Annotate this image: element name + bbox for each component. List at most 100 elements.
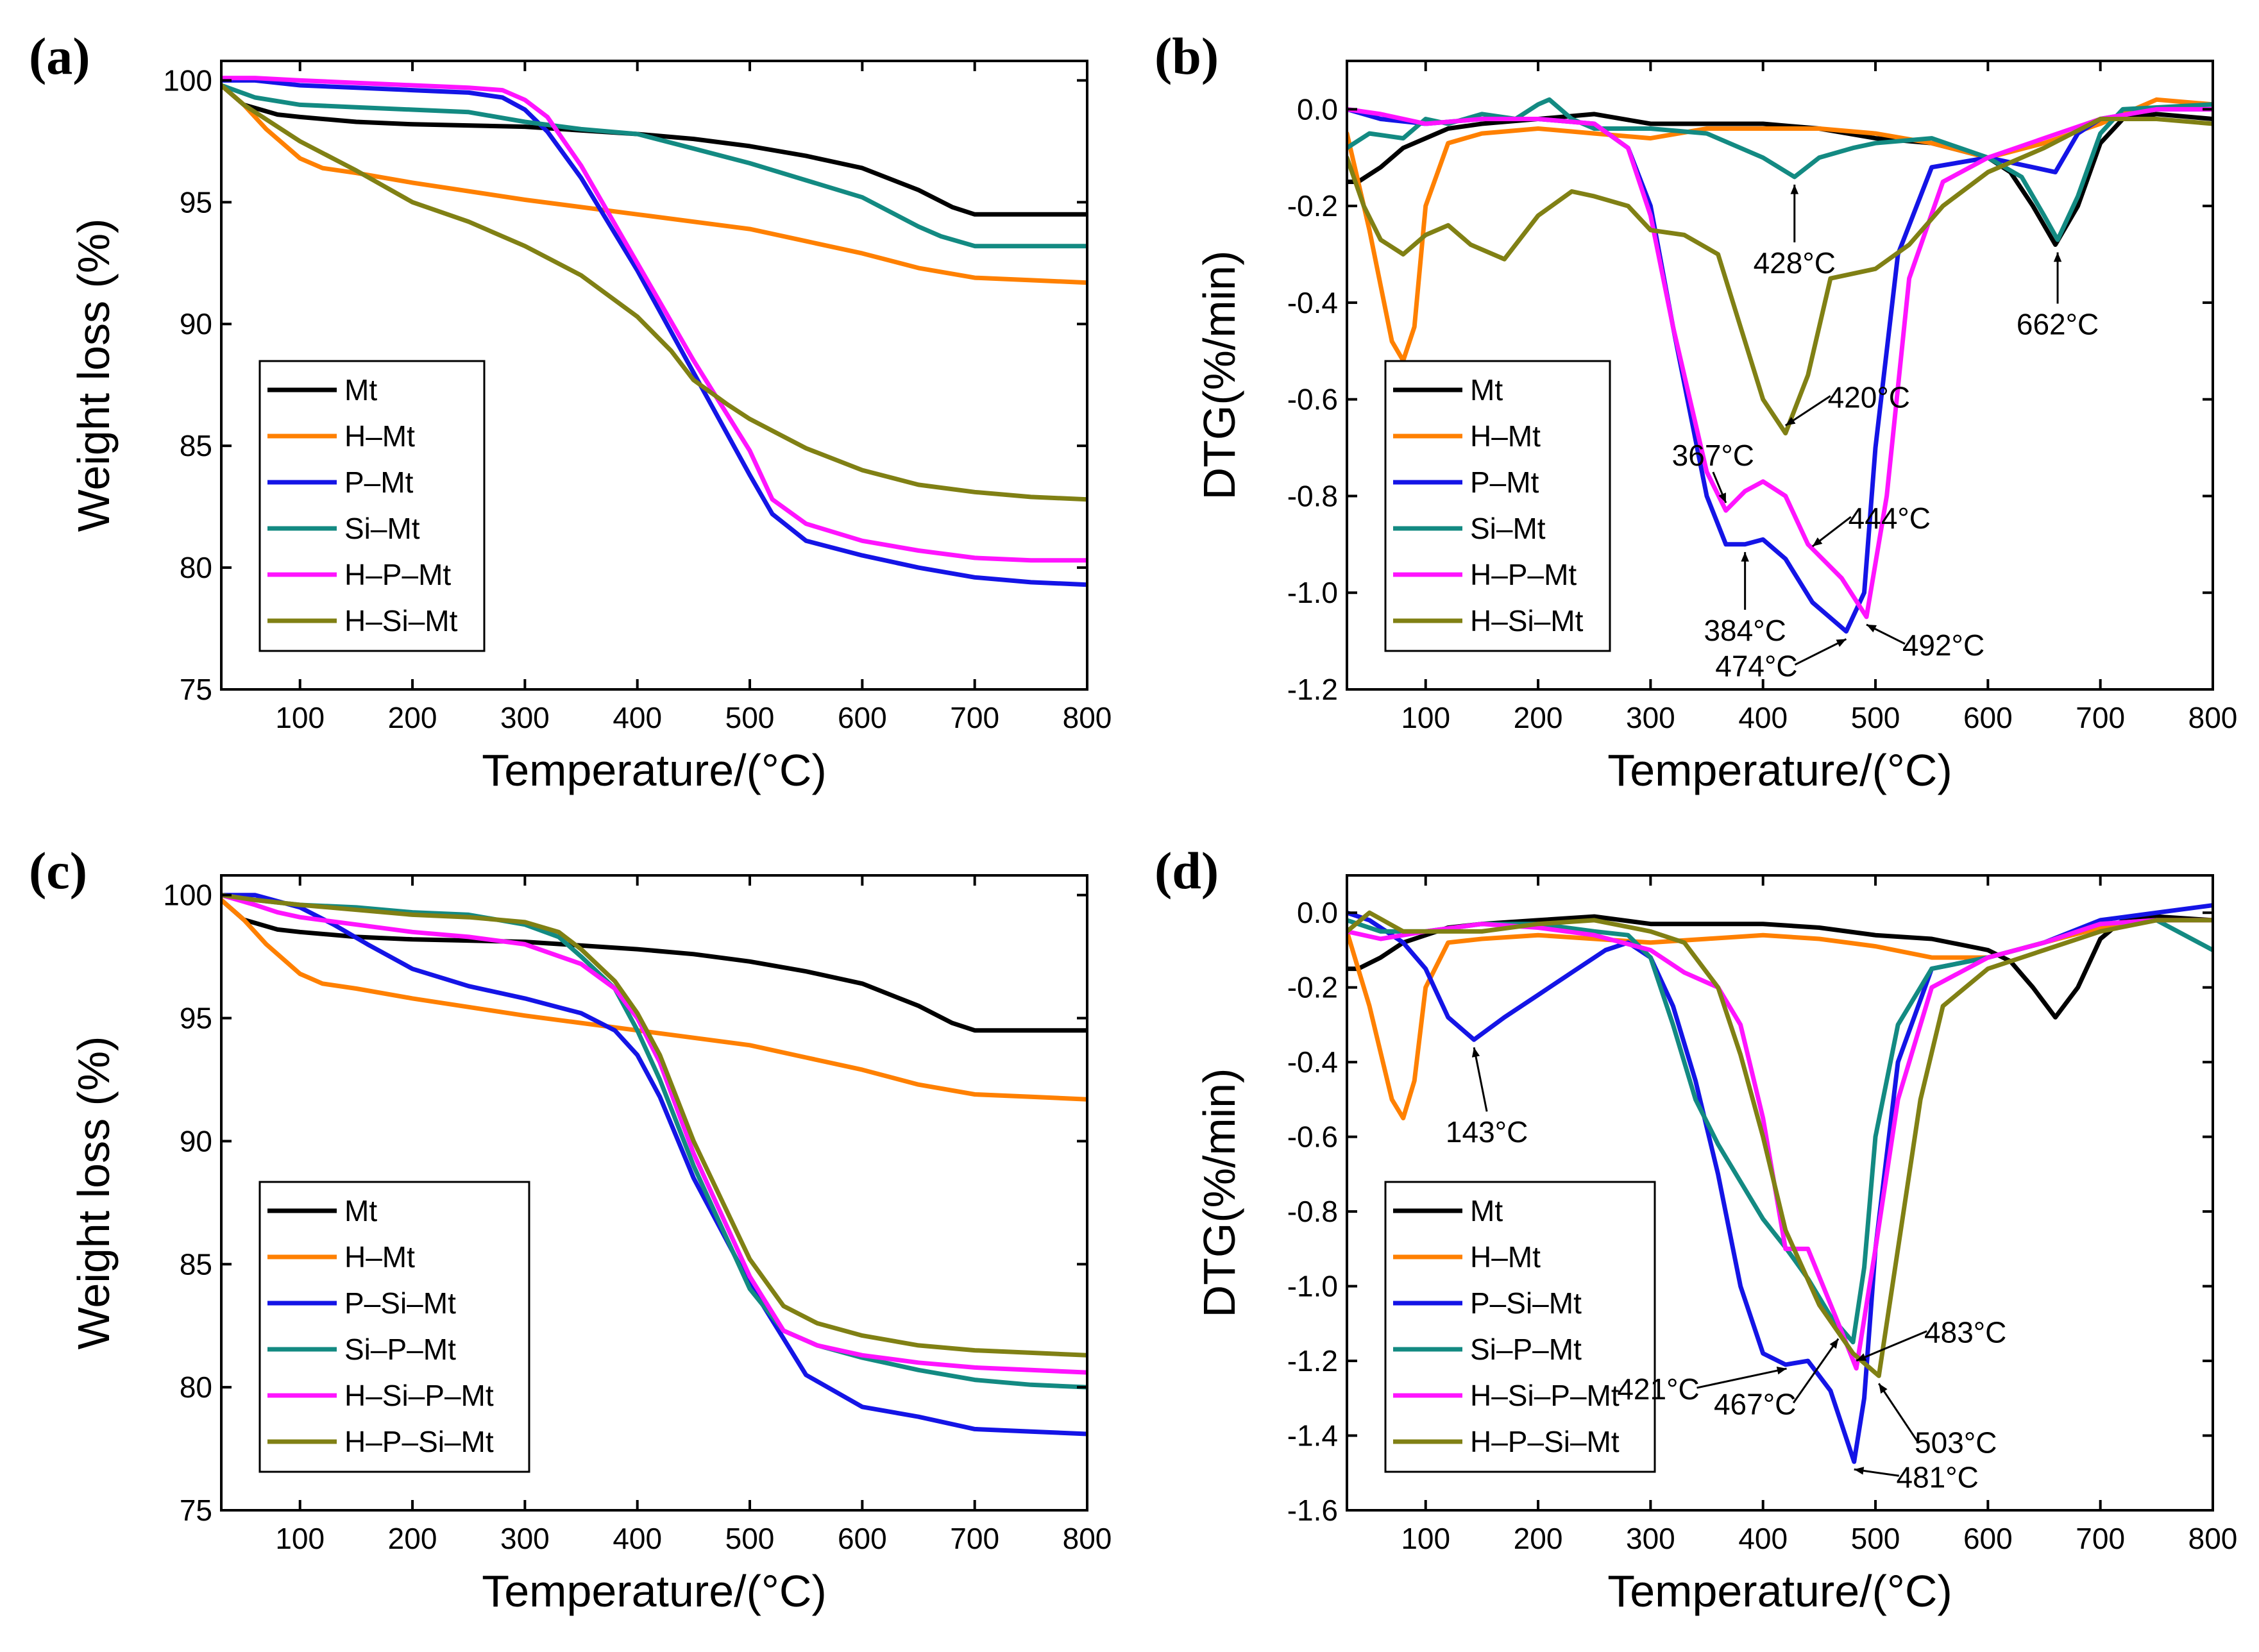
annotation-arrowhead [1790,184,1799,194]
legend-entry-p-si-mt: P–Si–Mt [1470,1286,1582,1320]
x-tick-label: 300 [500,1522,550,1555]
y-tick-label: -1.0 [1287,1270,1338,1303]
y-tick-label: -0.4 [1287,1045,1338,1079]
x-tick-label: 400 [1738,701,1788,734]
annotation-arrowhead [2053,252,2062,262]
legend-entry-si-mt: Si–Mt [344,512,420,545]
annotation-arrowhead [1776,1367,1787,1375]
x-tick-label: 100 [275,1522,325,1555]
y-axis-title: DTG(%/min) [1194,1068,1244,1318]
annotation-474c: 474°C [1715,638,1847,683]
annotation-label: 503°C [1915,1426,1997,1459]
plot-frame [1346,874,2214,1512]
y-tick-label: 90 [180,307,212,341]
y-tick-label: 0.0 [1297,92,1338,126]
series-line-si-mt [221,83,1087,249]
annotation-481c: 481°C [1854,1460,1979,1494]
annotation-arrowhead [1812,537,1823,546]
y-tick-label: 80 [180,1370,212,1404]
legend-entry-h-p-mt: H–P–Mt [1470,558,1577,591]
legend-entry-h-p-si-mt: H–P–Si–Mt [1470,1425,1620,1458]
legend: Mt H–Mt P–Si–Mt Si–P–Mt H–Si–P–Mt H–P–Si–Mt [258,1181,530,1473]
panel-c: 100 200 300 400 500 600 700 800 75 80 85 90 95 100 Tem… [29,841,1112,1616]
series-line-h-si-p-mt [221,893,1087,1375]
y-tick-label: -1.2 [1287,673,1338,706]
x-axis-title: Temperature/(°C) [482,1566,827,1616]
annotation-420c: 420°C [1784,380,1910,426]
y-tick-label: -1.4 [1287,1419,1338,1453]
series-line-h-p-si-mt [221,893,1087,1358]
legend-entry-mt: Mt [1470,373,1503,407]
y-tick-label: 85 [180,429,212,462]
annotation-421c: 421°C [1617,1367,1787,1406]
series-line-h-si-mt [221,83,1087,502]
legend-entry-si-p-mt: Si–P–Mt [1470,1333,1582,1366]
y-tick-label: -0.8 [1287,479,1338,512]
x-tick-label: 700 [950,1522,999,1555]
annotation-428c: 428°C [1754,184,1836,280]
y-tick-label: 95 [180,185,212,219]
y-tick-label: -1.6 [1287,1494,1338,1527]
annotation-arrowhead [1718,493,1726,503]
legend-entry-h-p-si-mt: H–P–Si–Mt [344,1425,494,1458]
series-group [221,76,1087,587]
annotation-label: 384°C [1704,614,1786,647]
annotation-label: 467°C [1714,1387,1796,1420]
annotation-label: 444°C [1849,501,1931,535]
annotation-503c: 503°C [1878,1383,1997,1459]
y-axis-title: DTG(%/min) [1194,251,1244,500]
panel-d: 100 200 300 400 500 600 700 800 0.0 -0.2 -0.4 -0.6 -… [1155,841,2237,1616]
annotation-arrowhead [1854,1467,1865,1475]
x-tick-label: 200 [1514,1522,1563,1555]
annotation-label: 421°C [1617,1372,1699,1406]
series-group [221,893,1087,1437]
annotation-arrow [1794,638,1847,666]
annotation-arrowhead [1785,417,1796,426]
series-line-h-mt [1347,97,2213,363]
legend-box [258,360,486,652]
y-tick-label: -0.8 [1287,1195,1338,1228]
annotation-arrowhead [1866,624,1877,633]
y-tick-label: 75 [180,1494,212,1527]
legend-entry-h-mt: H–Mt [344,419,415,453]
series-line-h-mt [221,897,1087,1102]
x-tick-label: 300 [1626,701,1675,734]
series-line-h-p-si-mt [1347,910,2213,1378]
x-axis-title: Temperature/(°C) [1607,745,1952,795]
x-tick-label: 100 [275,701,325,734]
series-group [1347,97,2213,634]
legend-entry-si-mt: Si–Mt [1470,512,1546,545]
annotation-label: 428°C [1754,246,1836,280]
annotation-492c: 492°C [1866,623,1984,662]
annotation-label: 483°C [1924,1316,2006,1349]
annotation-arrowhead [1879,1383,1888,1394]
series-line-si-p-mt [221,893,1087,1390]
annotation-arrowhead [1856,1353,1867,1361]
x-tick-label: 500 [725,701,775,734]
panel-label: (b) [1155,27,1219,85]
legend-entry-h-mt: H–Mt [1470,1240,1541,1274]
y-tick-label: 0.0 [1297,896,1338,929]
x-tick-label: 700 [2076,701,2125,734]
x-tick-label: 600 [838,1522,887,1555]
y-tick-label: -1.0 [1287,576,1338,609]
y-tick-label: 85 [180,1247,212,1281]
x-tick-label: 800 [2188,701,2238,734]
legend-entry-h-si-mt: H–Si–Mt [1470,604,1584,637]
panel-label: (c) [29,841,87,900]
y-tick-label: -1.2 [1287,1344,1338,1378]
annotation-arrowhead [1741,552,1749,562]
legend-entry-mt: Mt [344,373,377,407]
series-line-mt [221,897,1087,1033]
plot-frame [220,60,1088,691]
plot-frame [220,874,1088,1512]
y-tick-label: -0.4 [1287,286,1338,319]
panel-a: 100 200 300 400 500 600 700 800 75 80 85 90 95 100 Tem… [29,27,1112,795]
y-tick-label: 90 [180,1124,212,1158]
legend-entry-mt: Mt [344,1194,377,1227]
x-tick-label: 100 [1401,701,1450,734]
annotation-143c: 143°C [1446,1047,1528,1149]
panel-label: (d) [1155,841,1219,900]
x-tick-label: 800 [1063,1522,1112,1555]
series-line-p-mt [221,78,1087,587]
